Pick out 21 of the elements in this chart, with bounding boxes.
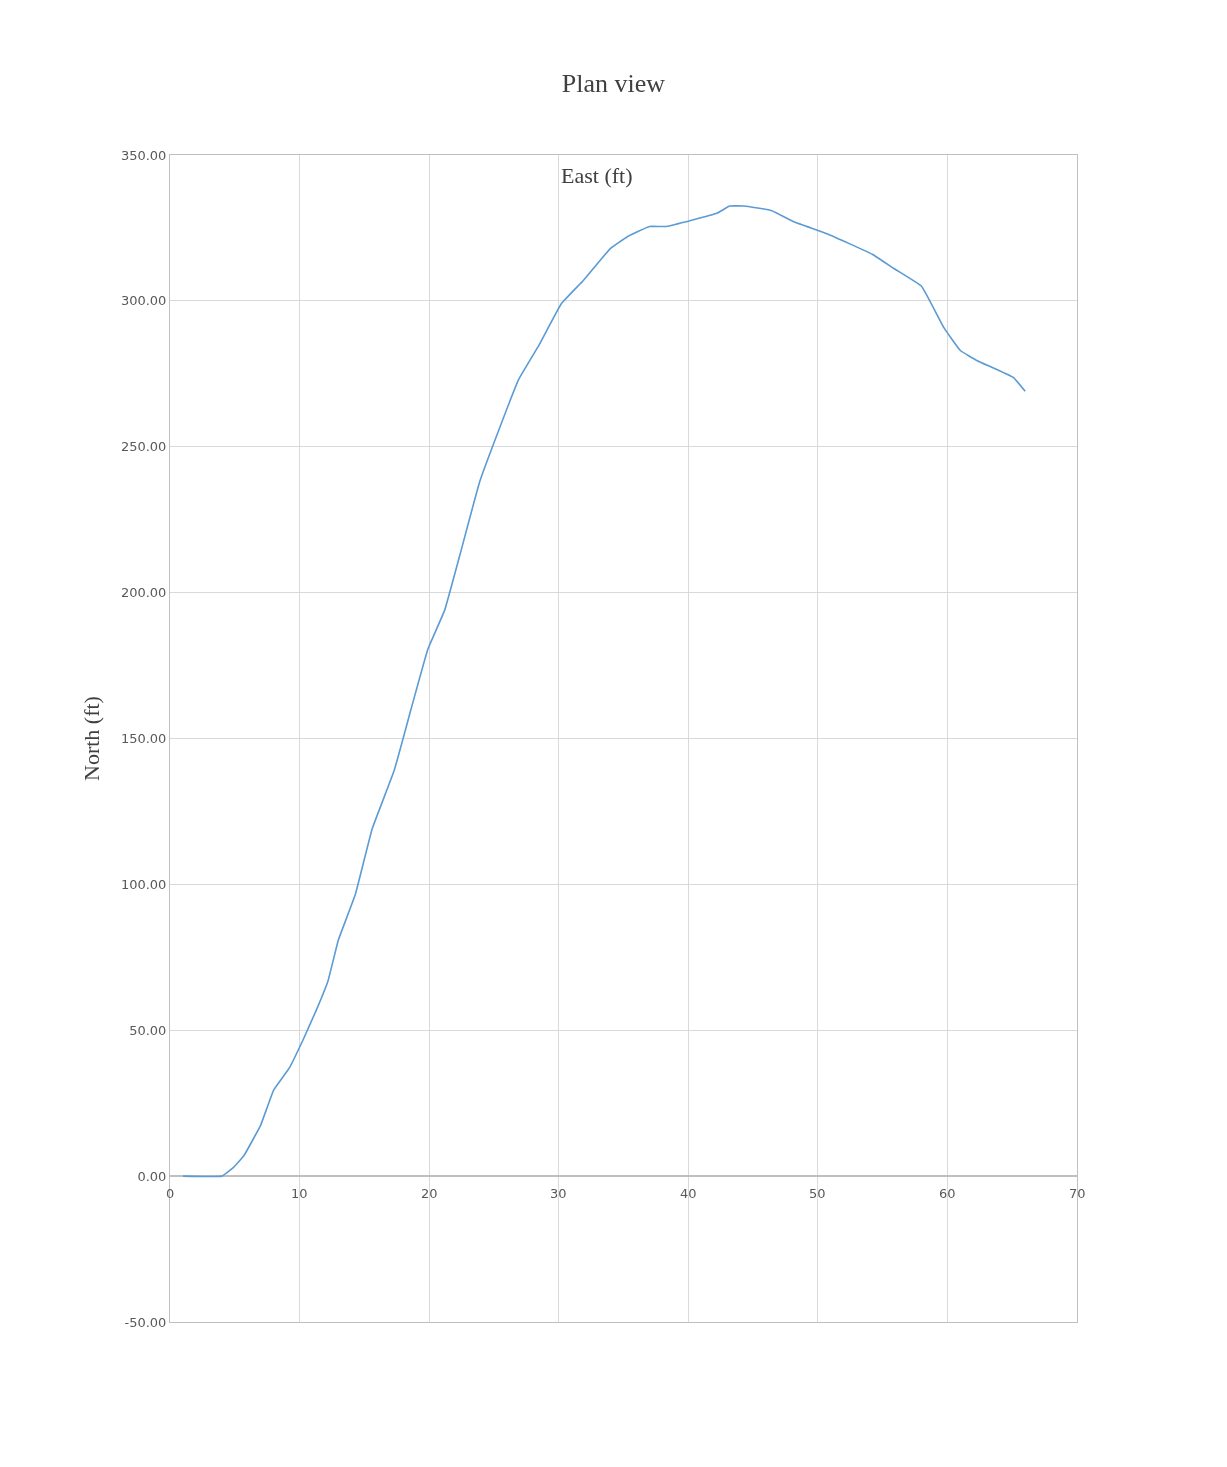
line-series — [182, 205, 1026, 1178]
x-tick-label: 60 — [939, 1186, 956, 1201]
y-tick-label: -50.00 — [124, 1314, 167, 1330]
x-tick-label: 0 — [166, 1186, 175, 1201]
y-tick-label: 0.00 — [137, 1168, 167, 1184]
y-tick-label: 50.00 — [129, 1022, 167, 1038]
y-tick-label: 350.00 — [120, 147, 167, 163]
x-tick-label: 30 — [550, 1186, 567, 1201]
y-tick-label: 100.00 — [120, 876, 167, 892]
x-tick-label: 10 — [291, 1186, 308, 1201]
x-tick-label: 40 — [680, 1186, 697, 1201]
x-tick-label: 20 — [421, 1186, 438, 1201]
y-axis-title: North (ft) — [78, 696, 104, 781]
y-tick-label: 250.00 — [120, 439, 167, 455]
annotation: East (ft) — [561, 163, 633, 188]
y-tick-label: 300.00 — [120, 293, 167, 309]
y-tick-label: 200.00 — [120, 585, 167, 601]
chart-title: Plan view — [561, 68, 666, 98]
y-tick-label: 150.00 — [120, 731, 167, 747]
x-tick-label: 70 — [1069, 1186, 1086, 1201]
x-tick-label: 50 — [809, 1186, 826, 1201]
